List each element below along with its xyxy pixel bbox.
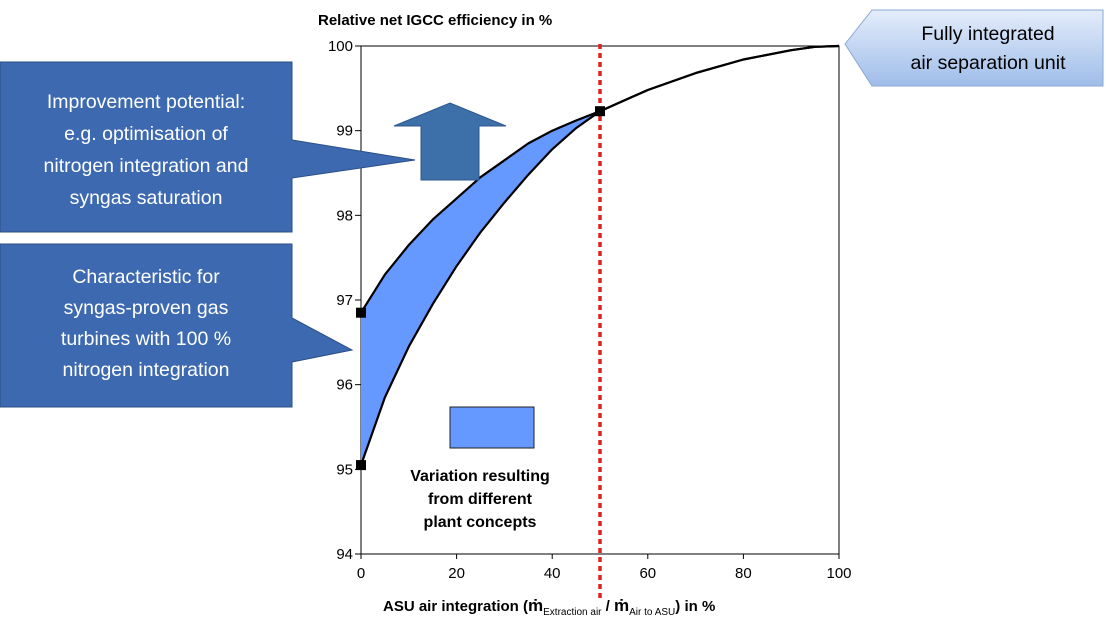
legend-text: Variation resulting from different plant c… [410, 468, 550, 531]
x-axis-title-suffix: ) in % [675, 598, 715, 615]
callout-improvement-text-line: syngas saturation [70, 187, 223, 209]
tag-text: Fully integrated air separation unit [910, 23, 1066, 74]
callout-improvement-text: Improvement potential: e.g. optimisation … [44, 91, 249, 209]
x-tick-label: 20 [448, 565, 465, 582]
x-tick-label: 60 [639, 565, 656, 582]
y-tick-label: 99 [336, 123, 353, 140]
mass-flow-symbol: ṁ [528, 596, 543, 615]
x-axis-title-sub2: Air to ASU [629, 607, 675, 618]
tag-fully-integrated [844, 9, 1104, 87]
variation-band [361, 46, 839, 466]
callout-improvement-text-line: e.g. optimisation of [64, 123, 228, 145]
x-tick-label: 80 [735, 565, 752, 582]
y-tick-label: 95 [336, 461, 353, 478]
up-arrow-icon [393, 102, 507, 181]
tag-text-line: air separation unit [910, 52, 1066, 74]
y-tick-label: 97 [336, 292, 353, 309]
legend-text-line: plant concepts [424, 514, 537, 531]
tag-text-line: Fully integrated [921, 23, 1054, 45]
callout-improvement-text-line: nitrogen integration and [44, 155, 249, 177]
y-tick-label: 96 [336, 377, 353, 394]
x-tick-label: 100 [826, 565, 851, 582]
plot-area: 94 95 96 97 98 99 100 0 20 40 60 80 100 [328, 38, 852, 600]
callout-characteristic-text-line: syngas-proven gas [64, 297, 229, 319]
mass-flow-symbol: ṁ [614, 596, 629, 615]
callout-improvement-text-line: Improvement potential: [47, 91, 245, 113]
marker-1 [356, 460, 366, 471]
callout-improvement [0, 61, 416, 233]
legend-text-line: from different [428, 491, 533, 508]
series-line-lower [359, 44, 840, 466]
marker-2 [595, 106, 605, 117]
x-axis-title: ASU air integration (ṁExtraction air / ṁ… [383, 596, 715, 618]
y-tick-label: 98 [336, 207, 353, 224]
y-tick-label: 94 [336, 546, 353, 563]
y-tick-label: 100 [328, 38, 353, 55]
legend-text-line: Variation resulting [410, 468, 550, 485]
callout-characteristic [0, 243, 354, 408]
callout-characteristic-text-line: nitrogen integration [63, 359, 230, 381]
callout-characteristic-text: Characteristic for syngas-proven gas turbi… [61, 266, 231, 381]
legend-swatch [449, 406, 535, 449]
x-axis-title-sub1: Extraction air [543, 607, 602, 618]
x-tick-label: 40 [544, 565, 561, 582]
marker-0 [356, 307, 366, 318]
callout-characteristic-text-line: Characteristic for [72, 266, 220, 288]
x-tick-label: 0 [357, 565, 365, 582]
x-axis-title-prefix: ASU air integration ( [383, 598, 528, 615]
x-axis-title-sep: / [602, 598, 615, 615]
callout-characteristic-text-line: turbines with 100 % [61, 328, 231, 350]
y-axis-title: Relative net IGCC efficiency in % [318, 12, 552, 29]
